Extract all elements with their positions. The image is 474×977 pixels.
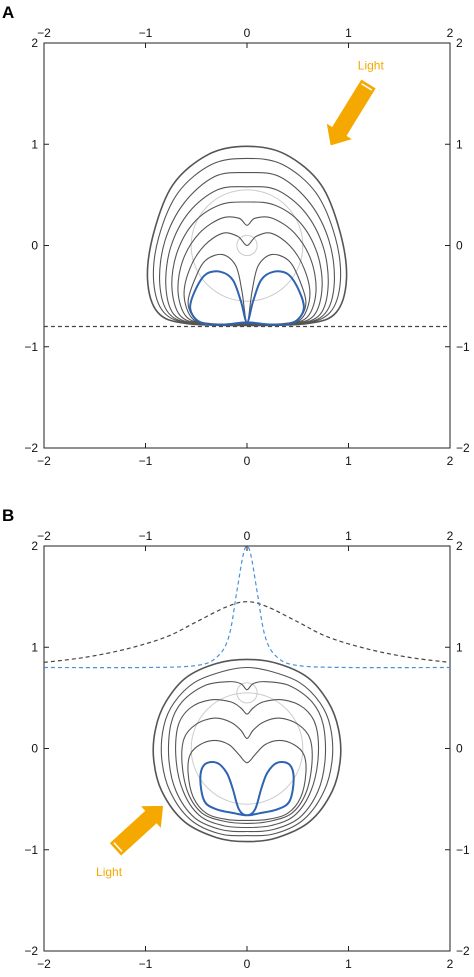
x-tick-label-bottom: 1 xyxy=(345,454,352,468)
surface-line xyxy=(43,601,451,663)
y-tick-label-right: 0 xyxy=(456,239,463,253)
reference-circle xyxy=(236,234,258,257)
y-tick-label-right: 2 xyxy=(456,539,463,553)
x-tick-label-bottom: 0 xyxy=(244,454,251,468)
reference-circle xyxy=(190,189,304,302)
y-tick-label-left: 2 xyxy=(31,539,38,553)
surface-line xyxy=(43,545,451,669)
x-tick-label-bottom: 1 xyxy=(345,957,352,971)
y-tick-label-left: 0 xyxy=(31,742,38,756)
contour-line xyxy=(159,171,335,326)
y-tick-label-right: 1 xyxy=(456,137,463,151)
reference-circle xyxy=(236,682,258,704)
x-tick-label-bottom: 2 xyxy=(447,454,454,468)
panel-letter-a: A xyxy=(2,3,14,22)
highlight-contour xyxy=(189,270,305,326)
contour-line xyxy=(175,699,319,829)
y-tick-label-right: 0 xyxy=(456,742,463,756)
y-tick-label-left: 0 xyxy=(31,239,38,253)
contour-line xyxy=(152,658,342,843)
x-tick-label-bottom: −1 xyxy=(139,454,153,468)
y-tick-label-left: −2 xyxy=(24,944,38,958)
reference-circle xyxy=(190,692,304,805)
plot-frame-b xyxy=(43,545,451,952)
x-tick-label-bottom: 2 xyxy=(447,957,454,971)
light-arrow xyxy=(108,804,165,858)
x-tick-label-top: −2 xyxy=(37,26,51,40)
contour-line xyxy=(160,666,334,837)
light-arrow-tail-mark xyxy=(361,83,373,91)
light-arrow-body xyxy=(108,804,165,858)
x-tick-label-bottom: −1 xyxy=(139,957,153,971)
y-tick-label-left: 1 xyxy=(31,640,38,654)
contour-layer-a: Light xyxy=(44,59,450,328)
contour-line xyxy=(183,232,311,326)
contour-line xyxy=(181,717,313,824)
highlight-contour xyxy=(199,761,295,817)
y-tick-label-right: −2 xyxy=(456,441,470,455)
y-tick-label-right: −1 xyxy=(456,843,470,857)
x-tick-label-top: 2 xyxy=(447,26,454,40)
y-tick-label-left: −1 xyxy=(24,340,38,354)
contour-line xyxy=(187,739,307,821)
x-tick-label-bottom: −2 xyxy=(37,957,51,971)
light-arrow-body xyxy=(325,77,378,148)
y-tick-label-left: 2 xyxy=(31,36,38,50)
y-tick-label-right: 2 xyxy=(456,36,463,50)
x-tick-label-top: −1 xyxy=(139,529,153,543)
contour-line xyxy=(187,253,307,326)
contour-layer-b: Light xyxy=(43,545,451,879)
x-tick-label-top: 1 xyxy=(345,26,352,40)
y-tick-label-left: −1 xyxy=(24,843,38,857)
x-tick-label-top: −2 xyxy=(37,529,51,543)
light-arrow-tail-mark xyxy=(113,842,123,853)
light-label: Light xyxy=(96,865,123,879)
contour-line xyxy=(167,681,327,833)
y-tick-label-right: 1 xyxy=(456,640,463,654)
light-label: Light xyxy=(358,59,385,73)
panel-letter-b: B xyxy=(2,506,14,525)
y-tick-label-left: −2 xyxy=(24,441,38,455)
light-arrow xyxy=(325,77,378,148)
y-tick-label-right: −1 xyxy=(456,340,470,354)
x-tick-label-top: 0 xyxy=(244,529,251,543)
x-tick-label-top: 0 xyxy=(244,26,251,40)
x-tick-label-top: 2 xyxy=(447,529,454,543)
x-tick-label-top: −1 xyxy=(139,26,153,40)
y-tick-label-right: −2 xyxy=(456,944,470,958)
contour-line xyxy=(146,145,348,327)
y-tick-label-left: 1 xyxy=(31,137,38,151)
x-tick-label-top: 1 xyxy=(345,529,352,543)
x-tick-label-bottom: 0 xyxy=(244,957,251,971)
x-tick-label-bottom: −2 xyxy=(37,454,51,468)
